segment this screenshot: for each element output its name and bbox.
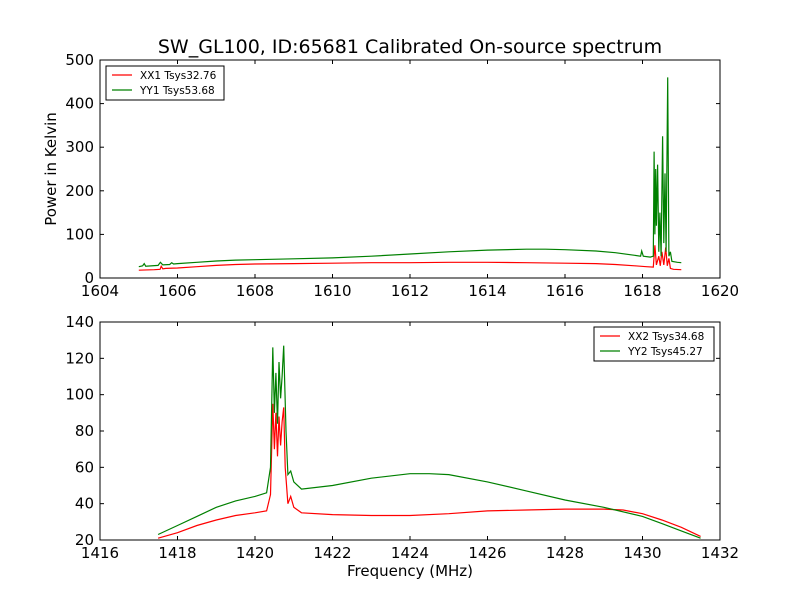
chart-title: SW_GL100, ID:65681 Calibrated On-source …	[158, 36, 662, 58]
legend-label: YY1 Tsys53.68	[139, 85, 215, 97]
x-tick-label: 1428	[546, 544, 584, 562]
x-tick-label: 1426	[468, 544, 506, 562]
x-tick-label: 1432	[701, 544, 739, 562]
x-tick-label: 1424	[391, 544, 429, 562]
y-tick-label: 400	[65, 95, 94, 113]
x-tick-label: 1606	[158, 282, 196, 300]
legend-box	[593, 326, 715, 362]
x-tick-label: 1430	[623, 544, 661, 562]
x-tick-label: 1418	[158, 544, 196, 562]
y-tick-label: 120	[65, 349, 94, 367]
x-tick-label: 1610	[313, 282, 351, 300]
y-tick-label: 100	[65, 225, 94, 243]
x-tick-label: 1616	[546, 282, 584, 300]
series-line-xx	[157, 403, 701, 539]
x-tick-label: 1604	[81, 282, 119, 300]
y-tick-label: 300	[65, 138, 94, 156]
series-group	[157, 345, 701, 539]
x-tick-label: 1416	[81, 544, 119, 562]
x-tick-label: 1422	[313, 544, 351, 562]
legend-label: XX2 Tsys34.68	[628, 331, 704, 343]
x-tick-label: 1608	[236, 282, 274, 300]
y-tick-label: 60	[75, 458, 94, 476]
legend: XX1 Tsys32.76 YY1 Tsys53.68	[105, 65, 225, 101]
y-tick-label: 100	[65, 386, 94, 404]
x-tick-label: 1612	[391, 282, 429, 300]
series-line-yy	[138, 77, 682, 268]
x-tick-label: 1620	[701, 282, 739, 300]
y-tick-label: 20	[75, 531, 94, 549]
series-line-xx	[138, 245, 682, 271]
y-axis-label: Power in Kelvin	[42, 112, 60, 226]
legend: XX2 Tsys34.68 YY2 Tsys45.27	[593, 326, 715, 362]
bottom-panel: 1416 1418 1420 1422 1424 1426 1428 1430 1432 20 40…	[65, 313, 739, 562]
y-tick-label: 200	[65, 182, 94, 200]
x-tick-label: 1614	[468, 282, 506, 300]
legend-label: YY2 Tsys45.27	[627, 346, 703, 358]
y-tick-label: 80	[75, 422, 94, 440]
x-tick-label: 1420	[236, 544, 274, 562]
series-group	[138, 77, 682, 271]
y-tick-label: 500	[65, 51, 94, 69]
x-axis-label: Frequency (MHz)	[347, 562, 473, 580]
y-tick-label: 0	[84, 269, 94, 287]
x-tick-label: 1618	[623, 282, 661, 300]
legend-label: XX1 Tsys32.76	[140, 70, 217, 82]
y-tick-label: 40	[75, 495, 94, 513]
y-tick-label: 140	[65, 313, 94, 331]
top-panel: 1604 1606 1608 1610 1612 1614 1616 1618 1620 0 100…	[65, 51, 739, 300]
legend-box	[105, 65, 225, 101]
series-line-yy	[157, 345, 701, 539]
